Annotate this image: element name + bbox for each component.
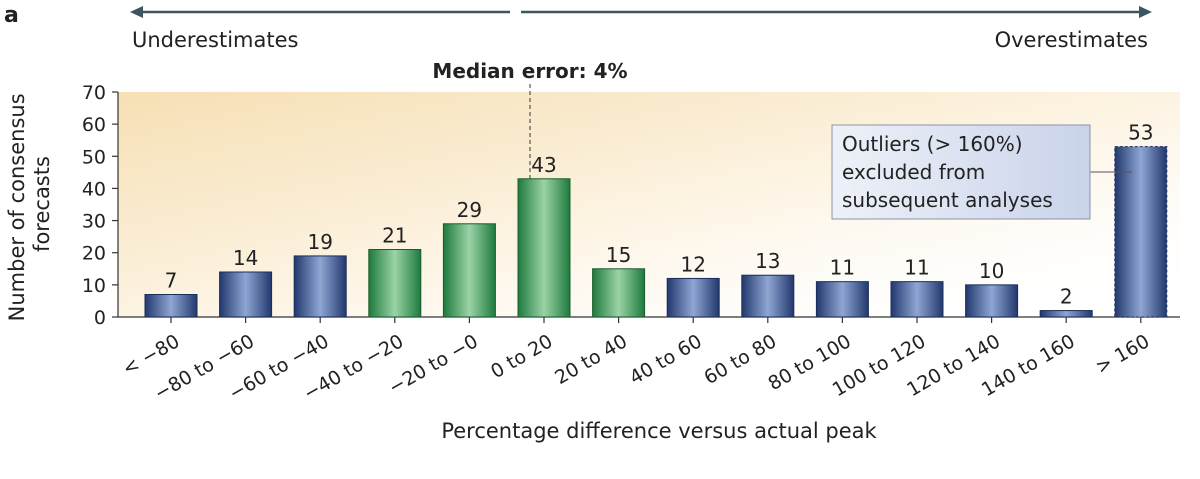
bar-value-label: 11 — [830, 256, 855, 280]
bar-7 — [666, 277, 720, 318]
bar-1 — [219, 271, 273, 318]
x-tick-label: > 160 — [1092, 330, 1153, 378]
bar-value-label: 21 — [382, 224, 407, 248]
bar-2 — [293, 255, 347, 318]
callout-text: Outliers (> 160%) excluded from subseque… — [842, 132, 1053, 212]
bar-value-label: 19 — [307, 230, 332, 254]
underestimates-label: Underestimates — [132, 28, 298, 52]
bar-0 — [144, 294, 198, 318]
bar-10 — [890, 281, 944, 318]
bar-value-label: 10 — [979, 259, 1004, 283]
callout-line-3: subsequent analyses — [842, 188, 1053, 212]
left-arrow-icon — [130, 6, 143, 18]
y-axis: 0 10 20 30 40 50 60 70 — [82, 82, 119, 329]
bars: 7 14 19 21 29 43 15 12 13 11 11 10 2 53 — [144, 121, 1168, 323]
y-tick-label: 60 — [82, 114, 106, 136]
bar-value-label: 7 — [165, 269, 178, 293]
y-axis-title-line-2: forecasts — [30, 156, 54, 252]
right-arrow-icon — [1139, 6, 1152, 18]
bar-value-label: 29 — [457, 198, 482, 222]
bar-5 — [517, 178, 571, 318]
bar-8 — [741, 274, 795, 318]
bar-value-label: 15 — [606, 243, 631, 267]
bar-13 — [1114, 146, 1168, 318]
outlier-callout: Outliers (> 160%) excluded from subseque… — [831, 124, 1132, 220]
bar-value-label: 12 — [680, 252, 705, 276]
y-tick-label: 70 — [82, 82, 106, 104]
bar-value-label: 14 — [233, 246, 258, 270]
callout-line-1: Outliers (> 160%) — [842, 132, 1023, 156]
bar-9 — [815, 281, 869, 318]
bar-6 — [592, 268, 646, 318]
bar-12 — [1039, 310, 1093, 318]
y-tick-label: 50 — [82, 146, 106, 168]
median-label: Median error: 4% — [432, 59, 627, 83]
bar-value-label: 43 — [531, 153, 556, 177]
bar-value-label: 53 — [1128, 121, 1153, 145]
bar-3 — [368, 249, 422, 318]
callout-box — [831, 124, 1091, 220]
y-tick-label: 0 — [94, 307, 106, 329]
bar-value-label: 11 — [904, 256, 929, 280]
bar-value-label: 2 — [1060, 285, 1073, 309]
bar-4 — [442, 223, 496, 318]
x-tick-label: 0 to 20 — [487, 330, 556, 383]
y-tick-label: 30 — [82, 211, 106, 233]
y-tick-label: 40 — [82, 178, 106, 200]
x-axis-title: Percentage difference versus actual peak — [441, 419, 877, 443]
x-tick-labels: < −80−80 to −60−60 to −40−40 to −20−20 t… — [119, 330, 1154, 405]
x-tick-label: 20 to 40 — [551, 330, 631, 389]
x-tick-label: 40 to 60 — [626, 330, 706, 389]
bar-value-label: 13 — [755, 249, 780, 273]
panel-label: a — [4, 3, 19, 28]
direction-arrows — [130, 6, 1152, 18]
y-axis-title-line-1: Number of consensus — [5, 93, 29, 321]
callout-line-2: excluded from — [842, 160, 985, 184]
y-axis-title: Number of consensus forecasts — [5, 87, 54, 322]
overestimates-label: Overestimates — [995, 28, 1148, 52]
bar-11 — [965, 284, 1019, 318]
y-tick-label: 10 — [82, 275, 106, 297]
y-tick-label: 20 — [82, 243, 106, 265]
